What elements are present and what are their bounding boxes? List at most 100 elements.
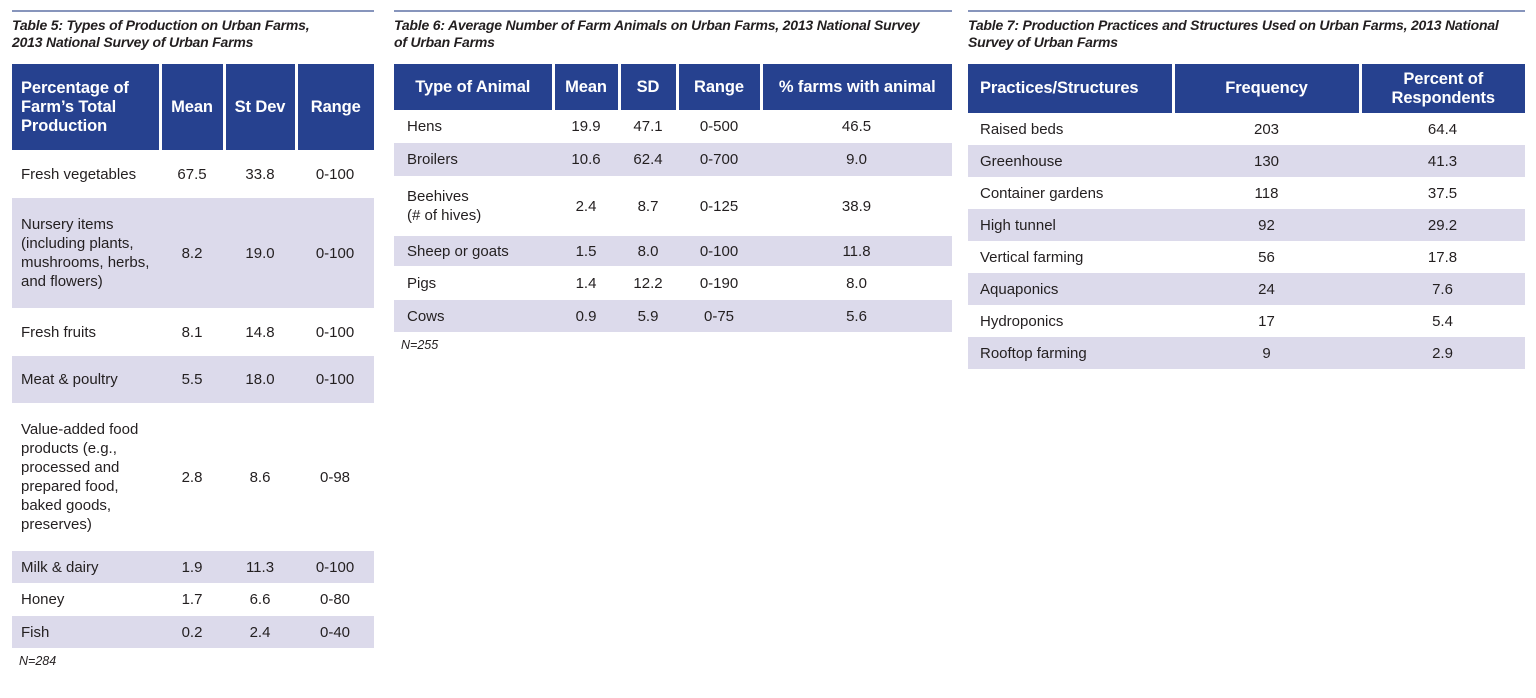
cell-range: 0-100: [315, 323, 355, 341]
table7-title: Table 7: Production Practices and Struct…: [968, 17, 1499, 50]
column-header: Practices/Structures: [968, 64, 1173, 113]
table-row: Broilers 10.6 62.4 0-700 9.0: [394, 143, 952, 176]
cell-stdev: 33.8: [245, 165, 275, 183]
cell-sd: 8.0: [619, 236, 677, 266]
cell-range: 0-40: [296, 616, 374, 648]
cell-stdev: 6.6: [249, 591, 271, 608]
table6-title: Table 6: Average Number of Farm Animals …: [394, 17, 920, 50]
table-row: Fresh vegetables 67.5 33.8 0-100: [12, 150, 374, 198]
table-row: Greenhouse 130 41.3: [968, 145, 1525, 177]
row-label: Hens: [407, 118, 443, 135]
cell-mean: 0.2: [160, 616, 224, 648]
cell-mean: 5.5: [160, 356, 224, 403]
row-label: Milk & dairy: [12, 551, 160, 583]
cell-range: 0-100: [296, 198, 374, 308]
table-row: Raised beds 203 64.4: [968, 113, 1525, 145]
cell-mean: 2.8: [181, 468, 203, 486]
table5: Percentage of Farm’s Total Production Me…: [12, 64, 374, 648]
cell-percent: 46.5: [841, 118, 872, 135]
column-header: Frequency: [1171, 64, 1360, 113]
table-row: Rooftop farming 9 2.9: [968, 337, 1525, 369]
cell-mean: 8.1: [181, 323, 203, 341]
row-label: Meat & poultry: [12, 356, 160, 403]
cell-percent: 64.4: [1427, 120, 1458, 138]
table-row: Value-added food products (e.g., process…: [12, 403, 374, 551]
table7-block: Table 7: Production Practices and Struct…: [968, 10, 1525, 369]
cell-percent: 17.8: [1427, 248, 1458, 266]
row-label: Fish: [12, 616, 160, 648]
table7: Practices/Structures Frequency Percent o…: [968, 64, 1525, 369]
row-label: Rooftop farming: [968, 337, 1173, 369]
cell-percent: 2.9: [1360, 337, 1525, 369]
cell-sd: 8.7: [637, 197, 659, 215]
column-header: Percent of Respondents: [1358, 64, 1525, 113]
row-label: Broilers: [394, 143, 553, 176]
row-label: Pigs: [407, 274, 437, 292]
cell-range: 0-100: [296, 551, 374, 583]
cell-sd: 62.4: [619, 143, 677, 176]
cell-mean: 2.4: [575, 197, 597, 215]
cell-sd: 5.9: [619, 300, 677, 332]
cell-sd: 12.2: [633, 274, 663, 292]
cell-frequency: 92: [1173, 209, 1360, 241]
row-label: Hydroponics: [980, 312, 1064, 330]
table-row: Fish 0.2 2.4 0-40: [12, 616, 374, 648]
cell-mean: 1.9: [160, 551, 224, 583]
table5-block: Table 5: Types of Production on Urban Fa…: [12, 10, 374, 668]
cell-frequency: 56: [1258, 248, 1275, 266]
table-row: Honey 1.7 6.6 0-80: [12, 583, 374, 616]
cell-range: 0-80: [319, 591, 351, 608]
cell-stdev: 8.6: [249, 468, 271, 486]
table-row: Pigs 1.4 12.2 0-190 8.0: [394, 266, 952, 300]
table5-title: Table 5: Types of Production on Urban Fa…: [12, 17, 310, 50]
column-header: Mean: [551, 64, 619, 110]
cell-percent: 29.2: [1360, 209, 1525, 241]
table-row: Hydroponics 17 5.4: [968, 305, 1525, 337]
cell-stdev: 14.8: [245, 323, 275, 341]
cell-mean: 0.9: [553, 300, 619, 332]
cell-percent: 9.0: [761, 143, 952, 176]
table-row: Milk & dairy 1.9 11.3 0-100: [12, 551, 374, 583]
column-header: SD: [617, 64, 677, 110]
row-label: Nursery items (including plants, mushroo…: [12, 198, 160, 308]
column-header: St Dev: [222, 64, 296, 150]
row-label: High tunnel: [968, 209, 1173, 241]
cell-mean: 1.7: [181, 591, 203, 608]
top-rule: [12, 10, 374, 12]
cell-frequency: 9: [1173, 337, 1360, 369]
cell-range: 0-190: [699, 274, 739, 292]
table-row: Container gardens 118 37.5: [968, 177, 1525, 209]
table6-footnote: N=255: [401, 338, 439, 352]
column-header: Type of Animal: [394, 64, 553, 110]
row-label: Cows: [394, 300, 553, 332]
column-header: Mean: [158, 64, 224, 150]
row-label: Honey: [21, 591, 65, 608]
row-label: Fresh fruits: [21, 323, 97, 341]
cell-mean: 1.4: [575, 274, 597, 292]
cell-range: 0-98: [319, 468, 351, 486]
cell-frequency: 118: [1254, 184, 1279, 202]
cell-range: 0-100: [677, 236, 761, 266]
table-row: Aquaponics 24 7.6: [968, 273, 1525, 305]
cell-frequency: 17: [1258, 312, 1275, 330]
table-row: Sheep or goats 1.5 8.0 0-100 11.8: [394, 236, 952, 266]
table-row: Vertical farming 56 17.8: [968, 241, 1525, 273]
table-row: Meat & poultry 5.5 18.0 0-100: [12, 356, 374, 403]
cell-frequency: 203: [1253, 120, 1280, 138]
table6-header-row: Type of Animal Mean SD Range % farms wit…: [394, 64, 952, 110]
row-label: Greenhouse: [968, 145, 1173, 177]
cell-percent: 11.8: [761, 236, 952, 266]
column-header: Range: [294, 64, 374, 150]
cell-range: 0-75: [677, 300, 761, 332]
top-rule: [394, 10, 952, 12]
row-label: Beehives (# of hives): [407, 188, 482, 224]
cell-percent: 5.6: [761, 300, 952, 332]
row-label: Value-added food products (e.g., process…: [21, 421, 139, 533]
row-label: Sheep or goats: [394, 236, 553, 266]
table-row: High tunnel 92 29.2: [968, 209, 1525, 241]
cell-stdev: 18.0: [224, 356, 296, 403]
cell-frequency: 130: [1173, 145, 1360, 177]
cell-range: 0-700: [677, 143, 761, 176]
table6-block: Table 6: Average Number of Farm Animals …: [394, 10, 952, 352]
table-row: Beehives (# of hives) 2.4 8.7 0-125 38.9: [394, 176, 952, 236]
